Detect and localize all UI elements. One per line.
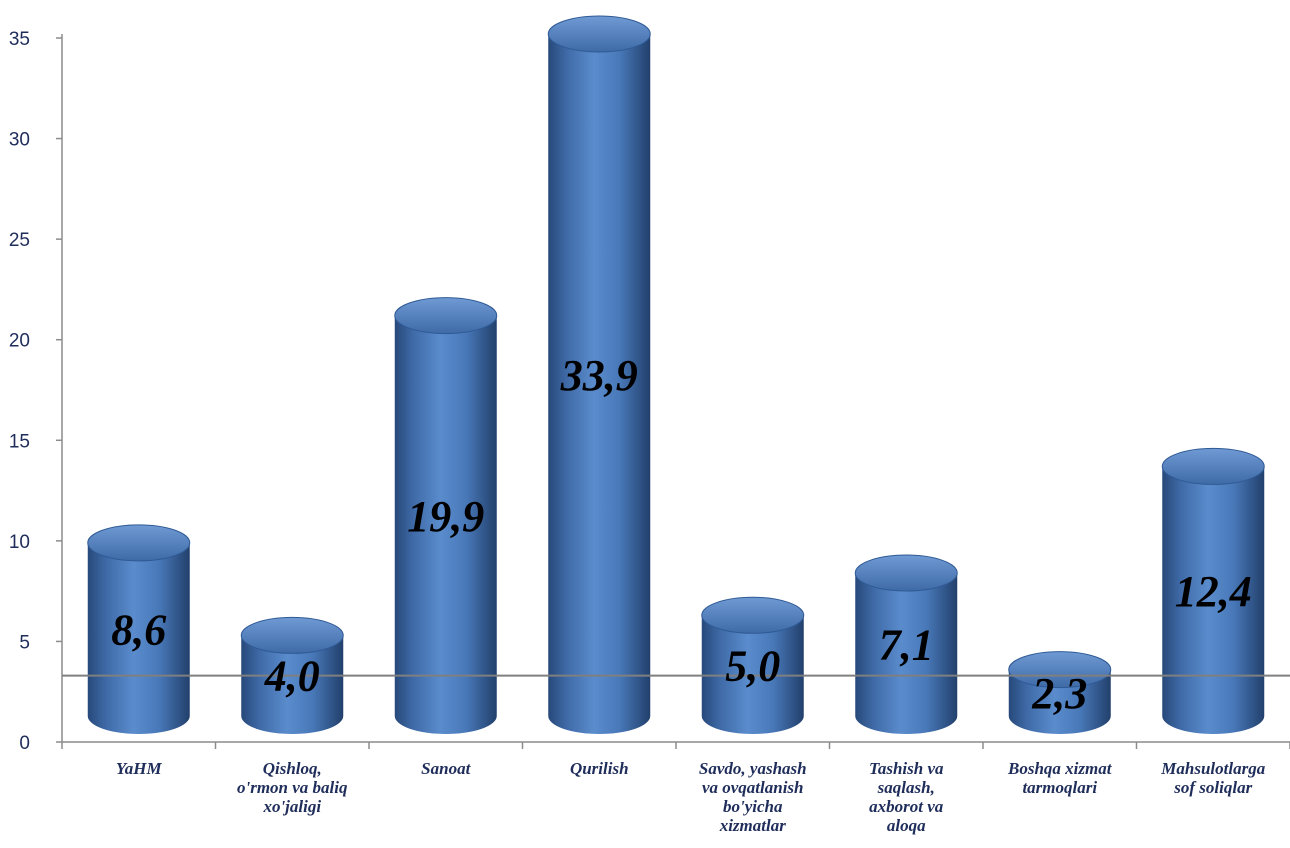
data-label: 4,0: [264, 652, 320, 701]
bar-top: [240, 616, 344, 654]
x-tick-label: Mahsulotlarga sof soliqlar: [1160, 759, 1265, 797]
chart-bars: [87, 15, 1265, 734]
bar: [87, 524, 191, 734]
y-tick-label: 25: [9, 230, 30, 251]
bar-body: [241, 635, 344, 734]
data-label: 19,9: [407, 492, 484, 541]
x-tick-label: Qishloq, o'rmon va baliq xo'jaligi: [237, 759, 348, 816]
bar-top: [394, 297, 498, 335]
bar: [854, 554, 958, 734]
bar-top: [547, 15, 651, 53]
bar: [394, 297, 498, 734]
bar-body: [1162, 466, 1265, 734]
bar: [1161, 447, 1265, 734]
bar-top: [87, 524, 191, 562]
data-label: 33,9: [560, 351, 638, 400]
data-label: 8,6: [111, 605, 166, 654]
x-tick-label: Qurilish: [570, 759, 629, 778]
bar-top: [1161, 447, 1265, 485]
bar-top: [854, 554, 958, 592]
y-tick-label: 10: [9, 532, 30, 553]
bar-body: [548, 33, 651, 734]
x-tick-label: YaHM: [116, 759, 163, 778]
data-label: 12,4: [1175, 567, 1252, 616]
data-label: 2,3: [1031, 669, 1087, 718]
bar: [240, 616, 344, 734]
data-label: 5,0: [725, 642, 780, 691]
y-tick-label: 30: [9, 130, 30, 151]
data-labels-layer: 8,6 4,0 19,9 33,9 5,0 7,1 2,3 12,4: [111, 351, 1252, 718]
y-tick-label: 0: [19, 733, 30, 754]
y-tick-label: 5: [19, 632, 30, 653]
chart-axes: 0 5 10 15 20 25 30 35 YaHM Qishloq, o'rmon va bali…: [9, 29, 1290, 835]
y-tick-label: 15: [9, 431, 30, 452]
x-tick-label: Boshqa xizmat tarmoqlari: [1007, 759, 1113, 797]
bar-top: [701, 596, 805, 634]
x-tick-label: Tashish va saqlash, axborot va aloqa: [869, 759, 944, 835]
bar: [1008, 651, 1112, 734]
bar-body: [394, 315, 497, 734]
y-tick-label: 35: [9, 29, 30, 50]
bar-body: [87, 542, 190, 734]
bar-top: [1008, 651, 1112, 689]
bar-body: [855, 573, 958, 734]
x-tick-label: Sanoat: [421, 759, 471, 778]
bar: [547, 15, 651, 734]
y-tick-label: 20: [9, 331, 30, 352]
data-label: 7,1: [879, 621, 934, 670]
x-tick-label: Savdo, yashash va ovqatlanish bo'yicha xizm…: [699, 759, 807, 835]
